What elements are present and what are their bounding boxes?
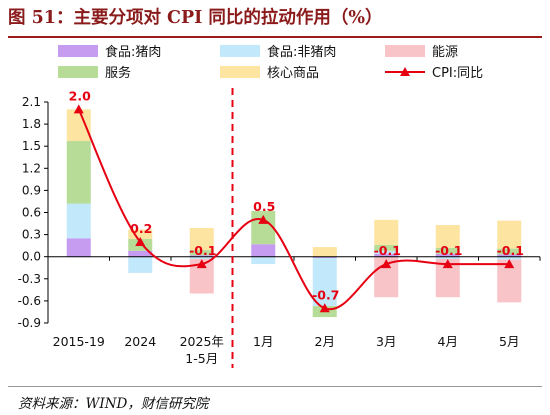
legend-label-3: 服务 xyxy=(105,65,131,81)
y-tick-label-8: 1.5 xyxy=(22,139,41,153)
bar-food_pork-7 xyxy=(497,254,522,257)
y-tick-label-0: -0.9 xyxy=(18,316,41,330)
bar-food_nonpork-3 xyxy=(251,256,276,265)
bar-services-2 xyxy=(189,250,214,256)
y-tick-label-6: 0.9 xyxy=(22,183,41,197)
cpi-data-labels: 2.0 0.2 -0.1 0.5 -0.7 -0.1 -0.1 -0.1 xyxy=(69,88,524,302)
legend-label-cpi: CPI:同比 xyxy=(432,66,483,81)
title-underline xyxy=(8,36,542,38)
cpi-marker-0 xyxy=(73,104,84,114)
legend-label-0: 食品:猪肉 xyxy=(105,44,161,60)
bar-food_pork-6 xyxy=(435,253,460,257)
bar-food_nonpork-4 xyxy=(312,258,337,307)
legend-swatch-3 xyxy=(58,66,98,78)
bar-food_nonpork-1 xyxy=(128,256,153,273)
y-tick-label-2: -0.3 xyxy=(18,272,41,286)
chart-title: 图 51：主要分项对 CPI 同比的拉动作用（%） xyxy=(8,8,383,28)
bar-core_goods-6 xyxy=(435,225,460,248)
cpi-marker-4 xyxy=(319,303,330,313)
cpi-label-1: 0.2 xyxy=(130,221,152,236)
bar-food_nonpork-5 xyxy=(374,250,399,254)
bar-food_pork-5 xyxy=(374,253,399,257)
x-tick-label-0: 2015-19 xyxy=(53,334,105,349)
legend-label-1: 食品:非猪肉 xyxy=(267,44,336,60)
cpi-label-0: 2.0 xyxy=(69,88,91,103)
x-tick-label-2-line2: 1-5月 xyxy=(185,351,218,366)
bar-core_goods-2 xyxy=(189,227,214,251)
cpi-label-2: -0.1 xyxy=(189,243,216,258)
cpi-marker-1 xyxy=(135,236,146,246)
x-tick-label-1: 2024 xyxy=(124,334,156,349)
x-tick-label-3: 1月 xyxy=(253,334,273,349)
legend-swatch-0 xyxy=(58,45,98,57)
stacked-bars xyxy=(66,109,522,318)
bar-food_nonpork-0 xyxy=(66,203,91,239)
x-tick-label-5: 3月 xyxy=(376,334,396,349)
cpi-label-6: -0.1 xyxy=(435,243,462,258)
bar-food_pork-4 xyxy=(312,256,337,259)
chart-axes: -0.9 -0.6 -0.3 0.0 0.3 0.6 0.9 1.2 1.5 1.8 2.1 2015… xyxy=(18,95,541,366)
x-tick-label-6: 4月 xyxy=(438,334,458,349)
cpi-marker-3 xyxy=(258,214,269,224)
bar-core_goods-4 xyxy=(312,247,337,257)
bar-core_goods-5 xyxy=(374,219,399,245)
bar-food_nonpork-7 xyxy=(497,256,522,260)
bar-core_goods-7 xyxy=(497,220,522,249)
x-tick-label-2: 2025年 xyxy=(180,334,224,349)
legend-swatch-2 xyxy=(385,45,425,57)
legend-label-4: 核心商品 xyxy=(267,66,319,81)
cpi-marker-6 xyxy=(442,259,453,269)
x-tick-label-7: 5月 xyxy=(499,334,519,349)
y-tick-label-1: -0.6 xyxy=(18,294,41,308)
bar-food_pork-2 xyxy=(189,255,214,257)
bar-services-7 xyxy=(497,248,522,255)
legend-label-2: 能源 xyxy=(432,45,458,60)
bar-food_nonpork-6 xyxy=(435,256,460,259)
cpi-label-7: -0.1 xyxy=(497,243,524,258)
bar-food_pork-1 xyxy=(128,250,153,257)
x-tick-label-4: 2月 xyxy=(315,334,335,349)
footer-rule xyxy=(8,386,542,387)
y-tick-label-10: 2.1 xyxy=(22,95,41,109)
source-note: 资料来源：WIND，财信研究院 xyxy=(18,396,209,412)
bar-food_nonpork-2 xyxy=(189,256,214,259)
legend-swatch-1 xyxy=(220,45,260,57)
cpi-line-series xyxy=(73,104,515,313)
bar-food_pork-3 xyxy=(251,244,276,257)
cpi-label-3: 0.5 xyxy=(253,199,275,214)
bar-services-0 xyxy=(66,141,91,204)
bar-services-5 xyxy=(374,244,399,251)
y-tick-label-7: 1.2 xyxy=(22,161,41,175)
cpi-marker-7 xyxy=(504,259,515,269)
y-tick-label-4: 0.3 xyxy=(22,228,41,242)
y-tick-label-9: 1.8 xyxy=(22,117,41,131)
legend-swatch-4 xyxy=(220,66,260,78)
bar-core_goods-1 xyxy=(128,229,153,240)
y-tick-label-3: 0.0 xyxy=(22,250,41,264)
chart-header: 图 51：主要分项对 CPI 同比的拉动作用（%） xyxy=(8,6,542,38)
bar-core_goods-0 xyxy=(66,109,91,142)
legend-line-marker xyxy=(400,67,410,76)
cpi-marker-5 xyxy=(381,259,392,269)
y-tick-label-5: 0.6 xyxy=(22,206,41,220)
bar-food_pork-0 xyxy=(66,238,91,257)
cpi-label-5: -0.1 xyxy=(374,243,401,258)
cpi-label-4: -0.7 xyxy=(312,287,339,302)
bar-services-6 xyxy=(435,247,460,254)
cpi-marker-2 xyxy=(196,259,207,269)
